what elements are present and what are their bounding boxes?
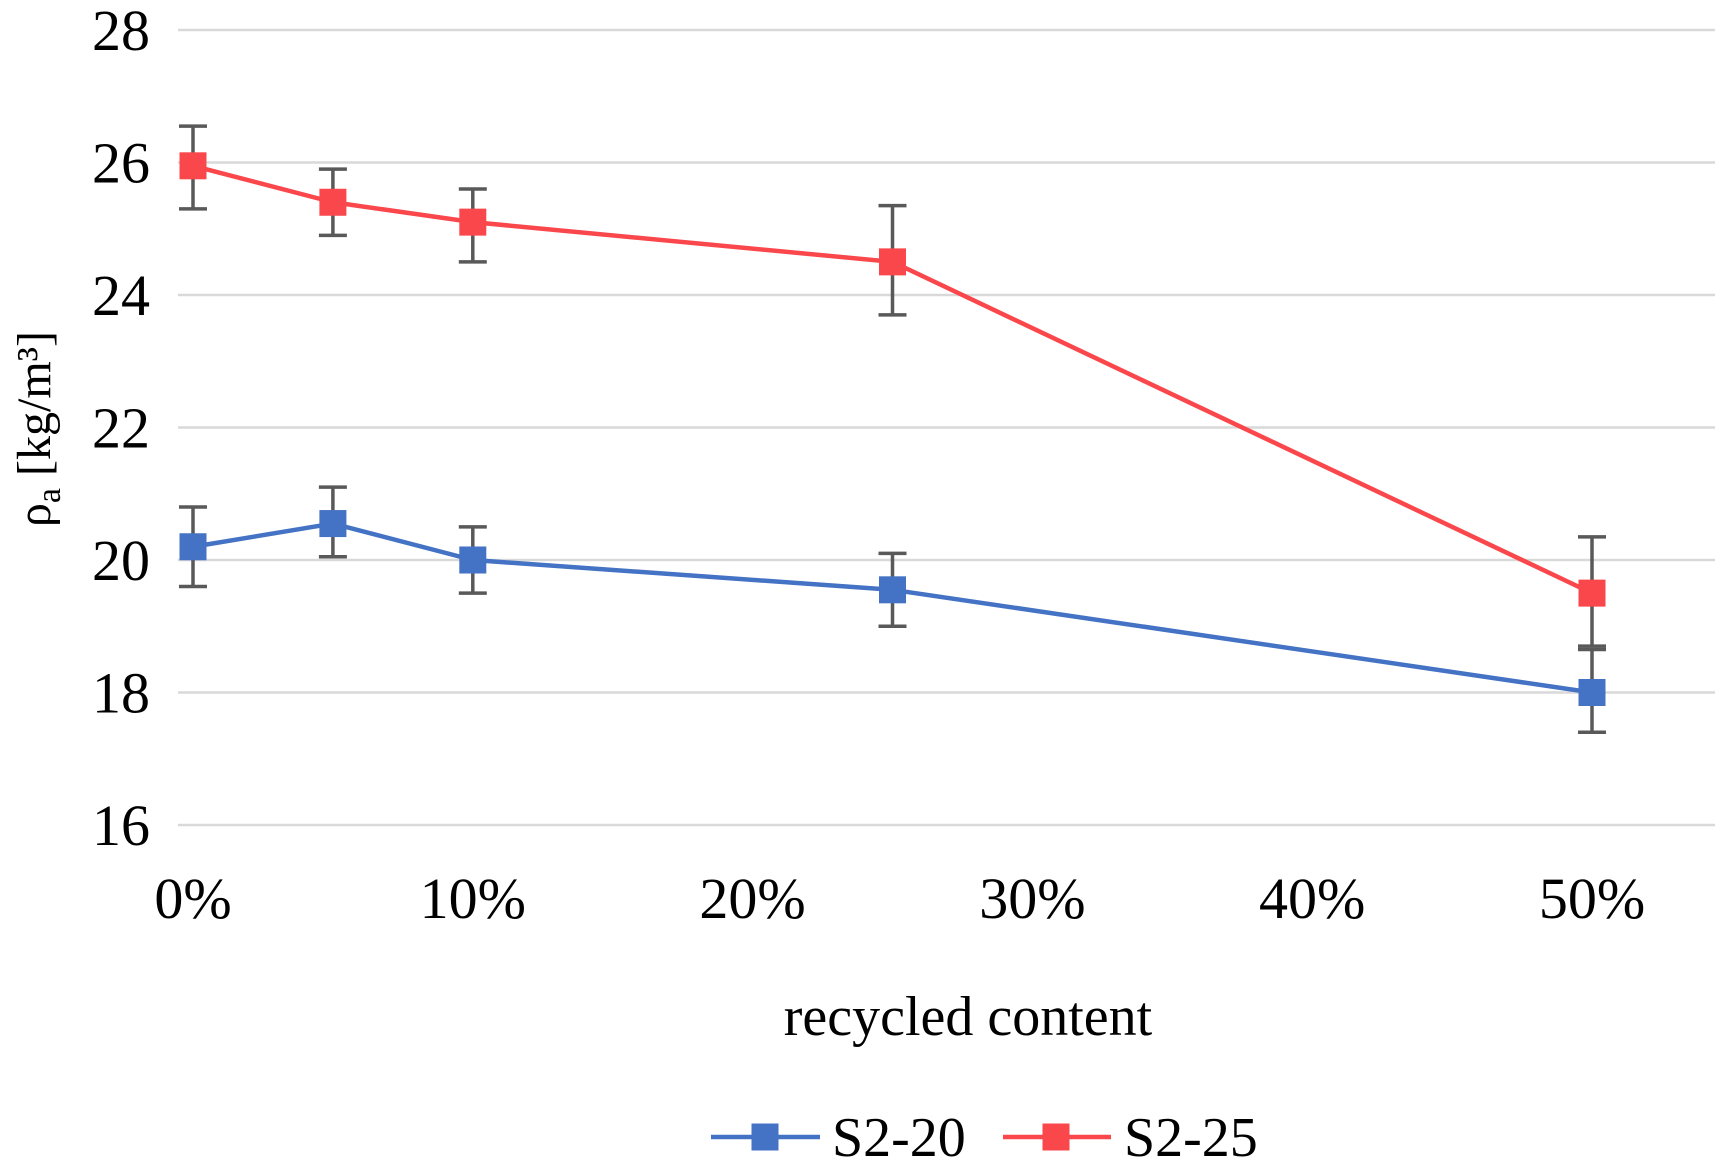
series-s2-25 (179, 124, 1606, 648)
data-point-marker (879, 576, 906, 604)
series-markers (179, 510, 1606, 706)
x-tick-labels: 0% 10% 20% 30% 40% 50% (154, 866, 1645, 931)
y-tick-label: 28 (92, 0, 150, 63)
x-tick-label: 50% (1539, 866, 1645, 931)
y-axis-title-subscript: a (31, 488, 68, 503)
y-axis-title: ρa [kg/m³] (8, 331, 68, 527)
data-point-marker (319, 510, 347, 538)
x-tick-label: 0% (154, 866, 231, 931)
x-tick-label: 20% (699, 866, 805, 931)
series-markers (179, 152, 1606, 607)
data-point-marker (1578, 679, 1606, 706)
y-tick-label: 26 (92, 131, 150, 196)
data-point-marker (179, 533, 207, 561)
x-tick-label: 10% (420, 866, 526, 931)
plot-area: 16 18 20 22 24 26 28 0% 10% 20% 30% 40% 50% (92, 0, 1715, 931)
data-point-marker (459, 546, 487, 574)
x-axis-title: recycled content (784, 986, 1153, 1048)
legend: S2-20 S2-25 (711, 1107, 1258, 1169)
legend-marker (751, 1123, 779, 1151)
y-tick-label: 20 (92, 528, 150, 593)
legend-label: S2-25 (1124, 1107, 1258, 1169)
series-s2-20 (179, 485, 1606, 734)
data-point-marker (179, 152, 207, 180)
y-tick-labels: 16 18 20 22 24 26 28 (92, 0, 150, 858)
data-point-marker (459, 208, 487, 236)
data-point-marker (319, 188, 347, 216)
x-tick-label: 30% (979, 866, 1085, 931)
legend-marker (1042, 1123, 1070, 1151)
y-axis-title-unit: [kg/m³] (8, 331, 61, 488)
data-point-marker (1578, 579, 1606, 607)
y-tick-label: 16 (92, 793, 150, 858)
y-tick-label: 22 (92, 396, 150, 461)
legend-label: S2-20 (832, 1107, 966, 1169)
legend-item-s2-25: S2-25 (1003, 1107, 1258, 1169)
y-tick-label: 18 (92, 661, 150, 726)
legend-item-s2-20: S2-20 (711, 1107, 966, 1169)
data-point-marker (879, 248, 906, 276)
y-tick-label: 24 (92, 263, 150, 328)
y-axis-title-symbol: ρ (8, 503, 61, 527)
gridlines (178, 28, 1715, 827)
error-bars (179, 485, 1606, 734)
x-tick-label: 40% (1259, 866, 1365, 931)
